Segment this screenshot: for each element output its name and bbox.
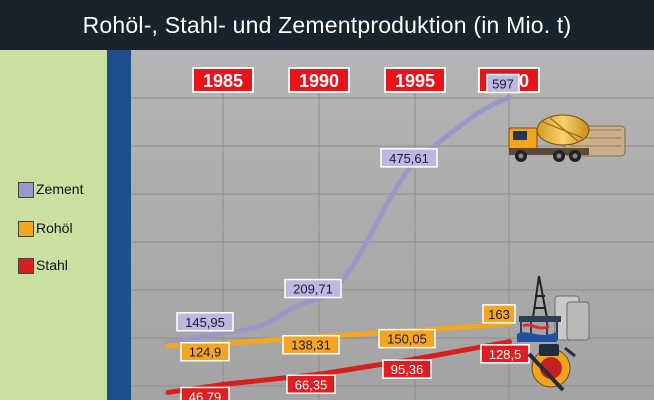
data-label-text: 95,36 bbox=[391, 362, 424, 377]
series-line-zement bbox=[165, 95, 512, 346]
data-point-stahl-1985 bbox=[220, 381, 226, 388]
legend: Zement Rohöl Stahl bbox=[0, 50, 107, 400]
data-point-zement-2000 bbox=[506, 94, 512, 101]
data-label-box bbox=[176, 312, 234, 332]
year-box-1995 bbox=[384, 67, 446, 93]
year-text-1985: 1985 bbox=[203, 71, 243, 91]
data-label-text: 145,95 bbox=[185, 315, 225, 330]
chart-svg: 1985199019952000 145,95209,71475,6159712… bbox=[131, 50, 654, 400]
data-label-box bbox=[380, 148, 438, 168]
data-point-stahl-2000 bbox=[506, 338, 512, 345]
data-label-text: 138,31 bbox=[291, 338, 331, 353]
legend-label-stahl: Stahl bbox=[36, 257, 68, 273]
data-label-zement-1990: 209,71 bbox=[284, 278, 342, 299]
year-label-1985: 1985 bbox=[192, 67, 254, 93]
legend-swatch-stahl bbox=[18, 258, 34, 274]
data-label-box bbox=[378, 328, 436, 349]
plot-area: 1985199019952000 145,95209,71475,6159712… bbox=[131, 50, 654, 400]
data-label-rohöl-2000: 163 bbox=[482, 304, 516, 324]
legend-label-zement: Zement bbox=[36, 181, 84, 197]
legend-swatch-zement bbox=[18, 182, 34, 198]
data-label-box bbox=[486, 73, 520, 94]
data-label-box bbox=[286, 374, 336, 395]
year-text-1995: 1995 bbox=[395, 71, 435, 91]
year-label-1990: 1990 bbox=[288, 67, 350, 93]
data-label-box bbox=[180, 386, 230, 400]
data-label-text: 128,5 bbox=[489, 347, 522, 362]
data-label-box bbox=[282, 334, 340, 355]
data-label-box bbox=[482, 304, 516, 324]
data-label-text: 46,79 bbox=[189, 389, 222, 400]
legend-swatch-rohoel bbox=[18, 221, 34, 237]
blue-divider bbox=[107, 50, 131, 400]
year-box-1990 bbox=[288, 67, 350, 93]
data-label-text: 163 bbox=[488, 307, 510, 322]
data-label-zement-2000: 597 bbox=[486, 73, 520, 94]
data-label-box bbox=[382, 359, 432, 379]
data-label-zement-1995: 475,61 bbox=[380, 148, 438, 168]
data-label-rohöl-1990: 138,31 bbox=[282, 334, 340, 355]
year-label-1995: 1995 bbox=[384, 67, 446, 93]
data-label-text: 124,9 bbox=[189, 345, 222, 360]
data-label-text: 66,35 bbox=[295, 377, 328, 392]
data-label-text: 475,61 bbox=[389, 151, 429, 166]
data-label-box bbox=[284, 278, 342, 299]
title-bar bbox=[0, 0, 654, 50]
year-text-1990: 1990 bbox=[299, 71, 339, 91]
data-label-stahl-1995: 95,36 bbox=[382, 359, 432, 379]
year-box-1985 bbox=[192, 67, 254, 93]
cement-truck-icon bbox=[508, 114, 626, 162]
data-label-box bbox=[180, 341, 230, 362]
oil-rig-icon bbox=[517, 275, 590, 342]
data-label-zement-1985: 145,95 bbox=[176, 312, 234, 332]
steel-worker-icon bbox=[527, 344, 576, 392]
data-label-text: 209,71 bbox=[293, 282, 333, 297]
data-label-rohöl-1995: 150,05 bbox=[378, 328, 436, 349]
data-label-stahl-1990: 66,35 bbox=[286, 374, 336, 395]
data-label-text: 150,05 bbox=[387, 332, 427, 347]
data-label-stahl-1985: 46,79 bbox=[180, 386, 230, 400]
data-label-rohöl-1985: 124,9 bbox=[180, 341, 230, 362]
legend-label-rohoel: Rohöl bbox=[36, 220, 73, 236]
data-label-box bbox=[480, 344, 530, 364]
data-label-stahl-2000: 128,5 bbox=[480, 344, 530, 364]
chart-title: Rohöl-, Stahl- und Zementproduktion (in … bbox=[82, 12, 572, 38]
data-label-text: 597 bbox=[492, 77, 514, 92]
